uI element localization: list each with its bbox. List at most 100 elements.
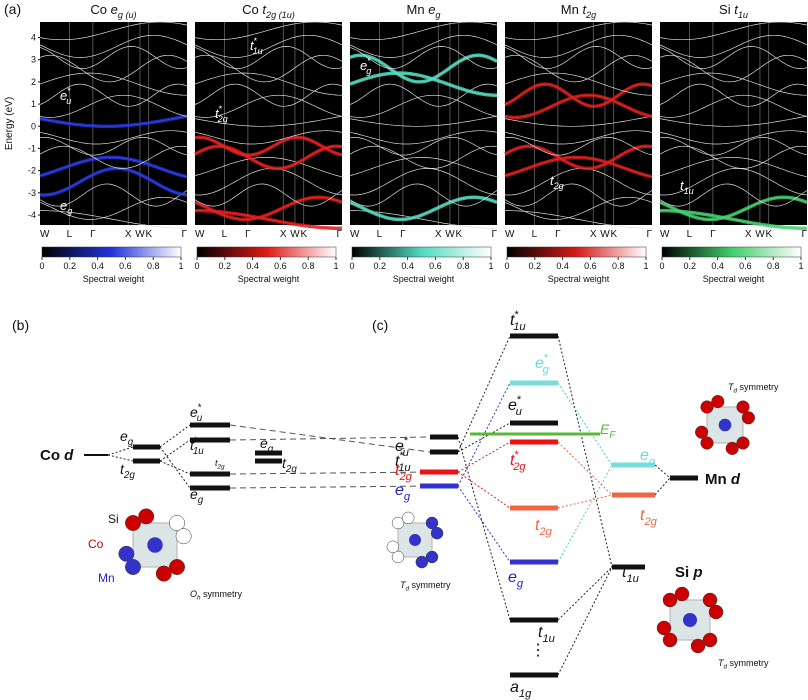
band: [504, 130, 653, 145]
label-part: t: [395, 462, 400, 479]
label-part: 2g: [585, 10, 596, 20]
atom: [391, 516, 405, 530]
band: [39, 196, 188, 220]
colorbar-tick-label: 0.2: [219, 261, 232, 271]
band: [40, 210, 187, 229]
k-label: X: [590, 229, 597, 240]
colorbar-tick-label: 0.2: [529, 261, 542, 271]
label: Td symmetry: [400, 580, 451, 593]
label-part: *: [399, 450, 404, 462]
label-part: 1u: [253, 46, 263, 56]
label-part: 2g: [512, 461, 526, 473]
label: Co t2g (1u): [242, 2, 295, 20]
label-part: Co: [40, 447, 64, 464]
label-part: e: [508, 569, 517, 586]
label: eg: [640, 447, 656, 468]
band: [194, 21, 343, 41]
atom: [702, 632, 718, 648]
label-part: symmetry: [201, 589, 243, 599]
label-part: t: [538, 624, 543, 641]
band-panel: [659, 21, 808, 231]
label: Mn eg: [407, 2, 441, 20]
label: Si: [108, 512, 119, 526]
k-label: X: [745, 229, 752, 240]
label-part: e: [508, 397, 517, 414]
label: Oh symmetry: [190, 589, 243, 602]
label-part: t: [120, 461, 125, 477]
label: Mn d: [705, 471, 741, 488]
colorbar-tick-label: 1: [488, 261, 493, 271]
colorbar-tick-label: 1: [178, 261, 183, 271]
label-part: t: [262, 2, 267, 17]
label-part: symmetry: [727, 658, 769, 668]
k-label: K: [610, 229, 617, 240]
label-part: g (u): [118, 10, 137, 20]
atom: [169, 559, 185, 575]
k-label: W: [350, 229, 360, 240]
label: t* 1u: [190, 436, 204, 458]
label-part: d: [731, 471, 741, 488]
band: [349, 145, 498, 169]
label: t* 2g: [510, 449, 526, 473]
band: [504, 46, 653, 69]
k-label: K: [300, 229, 307, 240]
label-part: 1u: [626, 573, 638, 585]
k-label: K: [765, 229, 772, 240]
label: eg: [60, 198, 72, 216]
y-axis-label: Energy (eV): [4, 97, 15, 150]
atom: [125, 559, 141, 575]
label-part: g: [366, 66, 371, 76]
label-part: g: [198, 495, 204, 506]
k-label: Γ: [400, 229, 406, 240]
band: [349, 34, 498, 58]
y-tick-label: 2: [31, 77, 36, 87]
colorbar-tick-label: 0.6: [584, 261, 597, 271]
label-part: t: [215, 458, 218, 468]
band-weight: [504, 144, 653, 171]
atom: [386, 540, 400, 553]
atom: [147, 537, 163, 553]
band-weight: [349, 71, 497, 97]
label-part: t: [535, 517, 540, 534]
label-part: 1g: [519, 688, 532, 700]
band: [349, 83, 498, 107]
atom: [718, 418, 732, 432]
band: [194, 54, 343, 83]
colorbar-tick-label: 0.2: [64, 261, 77, 271]
atom: [736, 400, 750, 414]
label-part: u: [403, 447, 409, 459]
band: [194, 94, 343, 118]
label-part: t: [734, 2, 739, 17]
band: [659, 72, 807, 96]
label-part: e: [111, 2, 118, 17]
label-part: g: [649, 456, 656, 468]
colorbar-tick-label: 0: [39, 261, 44, 271]
band-weight: [194, 195, 343, 222]
band-weight: [504, 155, 653, 179]
k-label: Γ: [245, 229, 251, 240]
colorbar-tick-label: 0.8: [767, 261, 780, 271]
atom: [155, 565, 172, 582]
k-label: X: [125, 229, 132, 240]
label-part: u: [197, 413, 203, 424]
atom: [425, 516, 439, 530]
label-part: *: [514, 449, 519, 461]
label: t1u: [680, 178, 694, 196]
atom: [138, 508, 155, 525]
label: t2g: [282, 455, 297, 475]
atom: [741, 411, 755, 425]
k-label: K: [145, 229, 152, 240]
colorbar: [196, 246, 337, 258]
label-part: Mn: [705, 471, 731, 488]
label: eg: [508, 569, 524, 590]
k-label: Γ: [90, 229, 96, 240]
atom: [402, 511, 415, 525]
label-part: Mn: [561, 2, 583, 17]
atom: [391, 550, 405, 564]
label: t2g: [215, 458, 225, 471]
band: [194, 183, 343, 207]
atom: [425, 550, 439, 564]
band-weight: [39, 155, 188, 179]
colorbar-tick-label: 0.6: [739, 261, 752, 271]
k-label: L: [67, 229, 73, 240]
